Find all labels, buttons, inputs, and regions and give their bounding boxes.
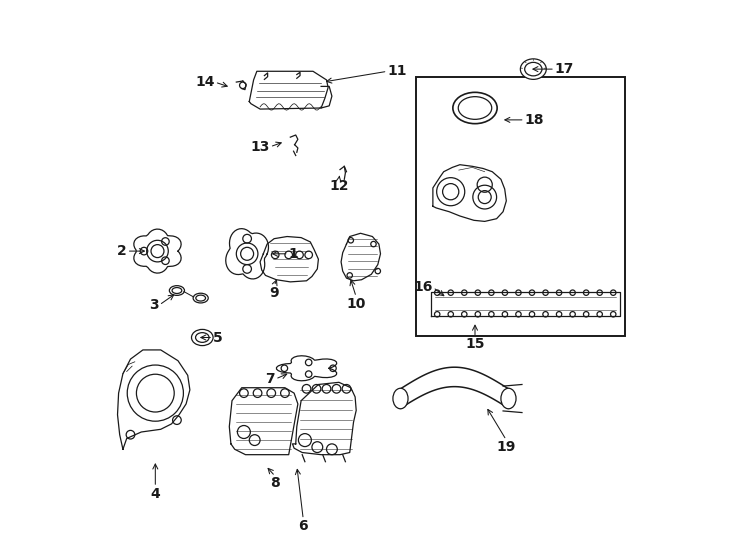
- Text: 15: 15: [465, 338, 484, 352]
- Text: 2: 2: [117, 244, 127, 258]
- Ellipse shape: [170, 286, 184, 295]
- Text: 11: 11: [388, 64, 407, 78]
- Polygon shape: [260, 237, 319, 282]
- Circle shape: [437, 178, 465, 206]
- Polygon shape: [229, 388, 298, 455]
- Ellipse shape: [501, 388, 516, 409]
- Polygon shape: [292, 382, 356, 455]
- Circle shape: [473, 185, 497, 209]
- Text: 8: 8: [270, 476, 280, 490]
- Text: 9: 9: [269, 286, 279, 300]
- Text: 19: 19: [497, 440, 516, 454]
- Text: 13: 13: [250, 140, 270, 154]
- Text: 1: 1: [288, 247, 299, 261]
- Circle shape: [236, 243, 258, 265]
- Bar: [415, 77, 625, 336]
- Text: 16: 16: [413, 280, 433, 294]
- Ellipse shape: [520, 59, 546, 79]
- Text: 7: 7: [266, 372, 275, 386]
- Text: 5: 5: [213, 330, 223, 345]
- Circle shape: [127, 365, 184, 421]
- Polygon shape: [433, 165, 506, 221]
- Ellipse shape: [393, 388, 408, 409]
- Polygon shape: [250, 71, 328, 109]
- Polygon shape: [277, 356, 337, 381]
- Polygon shape: [431, 292, 619, 316]
- Ellipse shape: [193, 293, 208, 303]
- Text: 14: 14: [195, 75, 215, 89]
- Polygon shape: [341, 233, 380, 281]
- Polygon shape: [117, 350, 190, 449]
- Text: 12: 12: [329, 179, 349, 193]
- Text: 3: 3: [150, 298, 159, 312]
- Text: 4: 4: [150, 487, 160, 501]
- Text: 17: 17: [555, 62, 574, 76]
- Circle shape: [147, 240, 168, 262]
- Text: 10: 10: [346, 297, 366, 311]
- Polygon shape: [134, 229, 181, 273]
- Text: 18: 18: [525, 113, 544, 127]
- Text: 6: 6: [299, 519, 308, 534]
- Ellipse shape: [192, 329, 213, 346]
- Polygon shape: [226, 228, 269, 279]
